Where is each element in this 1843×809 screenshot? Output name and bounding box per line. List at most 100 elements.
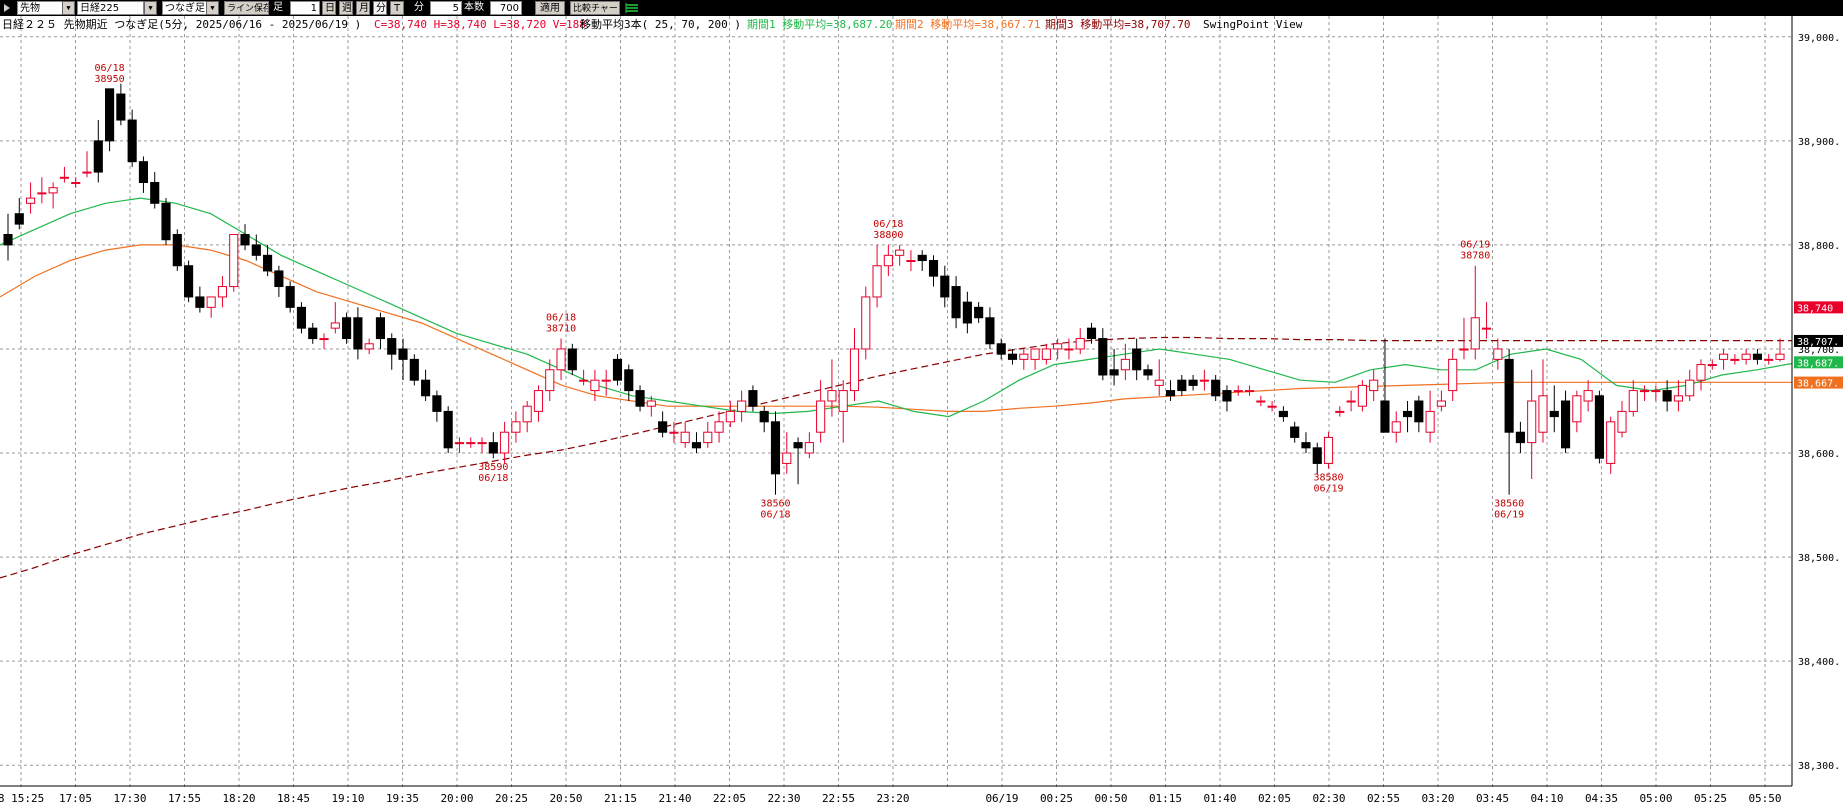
- candle-down: [409, 358, 419, 381]
- chevron-down-icon[interactable]: ▼: [144, 1, 157, 15]
- candle-down: [308, 327, 318, 340]
- candle-down: [398, 348, 408, 360]
- candle-down: [748, 390, 758, 407]
- price-badge: 38,707.: [1794, 334, 1843, 348]
- ma1-label: 期間1 移動平均=38,687.20: [747, 17, 892, 31]
- ma200-line: [0, 336, 1792, 579]
- x-tick-label: 03:45: [1476, 792, 1509, 805]
- swing-label-line1: 06/18: [95, 63, 125, 74]
- ma-title: 移動平均3本( 25, 70, 200 ): [580, 17, 741, 31]
- candle-up: [849, 348, 860, 392]
- market-select[interactable]: 先物: [17, 1, 63, 15]
- candle-down: [1098, 338, 1108, 376]
- price-badge-bg: [1794, 301, 1843, 314]
- candle-up: [872, 265, 882, 298]
- axes: 39,000. 38,900. 38,800. 38,700. 38,600. 38,50…: [0, 16, 1843, 805]
- candle-down: [974, 306, 984, 319]
- candle-down: [184, 265, 194, 298]
- candle-up: [1199, 379, 1209, 382]
- candle-up: [1651, 390, 1661, 393]
- candle-up: [26, 197, 36, 204]
- menu-arrow-button[interactable]: [0, 1, 16, 15]
- candle-up: [82, 171, 92, 174]
- candle-down: [759, 410, 769, 423]
- candle-down: [1504, 358, 1514, 433]
- x-tick-label: 18:20: [222, 792, 255, 805]
- y-tick-label: 38,300.: [1798, 761, 1840, 772]
- symbol-select[interactable]: 日経225: [77, 1, 144, 15]
- candle-up: [330, 322, 340, 329]
- day-button[interactable]: 日: [322, 1, 336, 15]
- x-tick-label: 18:45: [277, 792, 310, 805]
- candle-down: [138, 161, 149, 183]
- candle-up: [1493, 348, 1503, 360]
- candle-up: [725, 410, 735, 423]
- x-tick-label: 05:50: [1748, 792, 1781, 805]
- candle-down: [342, 317, 352, 340]
- candle-up: [1527, 400, 1537, 444]
- chevron-down-icon[interactable]: ▼: [62, 1, 75, 15]
- candle-up: [1606, 421, 1616, 464]
- candle-up: [1030, 348, 1040, 360]
- bar-count-input[interactable]: 700: [490, 1, 522, 15]
- candle-down: [3, 234, 13, 246]
- candle-up: [895, 249, 905, 256]
- y-tick-label: 39,000.: [1798, 33, 1840, 44]
- candle-up: [816, 400, 826, 433]
- swing-points: 06/18389503859006/1806/18387103856006/18…: [95, 63, 1525, 521]
- moving-averages: [0, 197, 1793, 579]
- period-input[interactable]: 1: [290, 1, 320, 15]
- y-tick-label: 38,700.: [1798, 345, 1840, 356]
- candle-up: [217, 286, 228, 298]
- candle-up: [1369, 379, 1379, 392]
- candle-up: [1764, 358, 1774, 361]
- candle-down: [1132, 348, 1142, 371]
- x-tick-label: 05:25: [1694, 792, 1727, 805]
- candle-up: [1357, 384, 1367, 407]
- x-tick-label: 23:20: [876, 792, 909, 805]
- price-badge-bg: [1794, 356, 1843, 369]
- candle-up: [364, 343, 374, 350]
- candle-up: [1448, 358, 1458, 392]
- candle-up: [1267, 405, 1277, 408]
- candle-down: [940, 275, 950, 298]
- candle-up: [1775, 353, 1785, 360]
- apply-button[interactable]: 適用: [535, 1, 565, 15]
- candle-down: [443, 410, 453, 449]
- minute-button[interactable]: 分: [373, 1, 387, 15]
- swing-label-line1: 06/18: [546, 313, 576, 324]
- candle-down: [263, 254, 273, 272]
- candle-down: [1086, 327, 1097, 340]
- candle-up: [1572, 395, 1582, 423]
- candle-up: [1436, 400, 1446, 407]
- tick-button[interactable]: T: [390, 1, 404, 15]
- chevron-down-icon[interactable]: ▼: [206, 1, 219, 15]
- x-tick-label: 02:05: [1258, 792, 1291, 805]
- x-tick-label: 05:00: [1639, 792, 1672, 805]
- candle-up: [579, 379, 589, 382]
- swing-label-line1: 06/19: [1460, 240, 1490, 251]
- candle-up: [714, 421, 724, 433]
- save-line-button[interactable]: ライン保存: [224, 1, 269, 15]
- candle-down: [1560, 400, 1571, 449]
- x-tick-label: 19:35: [386, 792, 419, 805]
- candle-down: [1312, 447, 1322, 464]
- candles: [3, 83, 1785, 495]
- candle-up: [1053, 343, 1063, 350]
- candle-up: [827, 390, 837, 402]
- candle-down: [387, 338, 397, 355]
- compare-chart-button[interactable]: 比較チャート: [570, 1, 620, 15]
- candle-up: [59, 176, 69, 179]
- candle-down: [1222, 390, 1232, 402]
- month-button[interactable]: 月: [356, 1, 370, 15]
- week-button[interactable]: 週: [339, 1, 353, 15]
- layers-icon[interactable]: [624, 1, 640, 15]
- ohlcv-label: C=38,740 H=38,740 L=38,720 V=188: [374, 18, 586, 31]
- x-tick-label: 17:30: [113, 792, 146, 805]
- interval-input[interactable]: 5: [430, 1, 462, 15]
- chart-kind-select[interactable]: つなぎ足: [162, 1, 207, 15]
